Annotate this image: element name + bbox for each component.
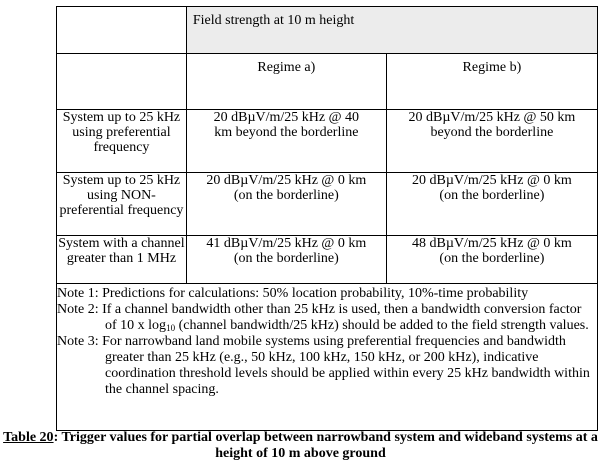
table-row: System with a channel greater than 1 MHz… bbox=[56, 235, 599, 284]
empty-corner-cell bbox=[56, 6, 187, 54]
regime-a-line2: (on the borderline) bbox=[233, 188, 339, 203]
table-row: System up to 25 kHz using NON-preferenti… bbox=[56, 172, 599, 236]
regime-a-cell: 20 dBµV/m/25 kHz @ 0 km (on the borderli… bbox=[185, 172, 387, 236]
trigger-values-table: Field strength at 10 m height Regime a) … bbox=[56, 6, 599, 431]
notes-row: Note 1: Predictions for calculations: 50… bbox=[56, 283, 598, 431]
system-cell: System up to 25 kHz using preferential f… bbox=[56, 109, 187, 173]
regime-b-line1: 20 dBµV/m/25 kHz @ 0 km bbox=[411, 173, 572, 188]
regime-b-header: Regime b) bbox=[385, 53, 599, 110]
system-cell: System with a channel greater than 1 MHz bbox=[56, 235, 187, 284]
system-cell: System up to 25 kHz using NON-preferenti… bbox=[56, 172, 187, 236]
regime-b-line1: 48 dBµV/m/25 kHz @ 0 km bbox=[411, 236, 572, 251]
regime-a-line1: 20 dBµV/m/25 kHz @ 0 km bbox=[206, 173, 367, 188]
note-2-subscript: 10 bbox=[166, 323, 176, 333]
note-2-part1: Note 2: If a channel bandwidth other tha… bbox=[57, 302, 582, 333]
regime-b-line1: 20 dBµV/m/25 kHz @ 50 km bbox=[408, 110, 576, 125]
regime-header-row: Regime a) Regime b) bbox=[56, 53, 599, 110]
table-row: System up to 25 kHz using preferential f… bbox=[56, 109, 599, 173]
regime-b-line2: (on the borderline) bbox=[439, 188, 545, 203]
regime-a-cell: 20 dBµV/m/25 kHz @ 40 km beyond the bord… bbox=[185, 109, 387, 173]
note-3: Note 3: For narrowband land mobile syste… bbox=[57, 334, 590, 397]
table-caption: Table 20: Trigger values for partial ove… bbox=[0, 430, 601, 462]
note-2: Note 2: If a channel bandwidth other tha… bbox=[57, 302, 593, 334]
notes-cell: Note 1: Predictions for calculations: 50… bbox=[56, 283, 598, 431]
field-strength-header: Field strength at 10 m height bbox=[185, 6, 599, 54]
regime-a-line1: 20 dBµV/m/25 kHz @ 40 bbox=[213, 110, 360, 125]
note-1: Note 1: Predictions for calculations: 50… bbox=[57, 286, 529, 301]
regime-a-header: Regime a) bbox=[185, 53, 387, 110]
regime-a-line1: 41 dBµV/m/25 kHz @ 0 km bbox=[206, 236, 367, 251]
regime-b-cell: 20 dBµV/m/25 kHz @ 50 km beyond the bord… bbox=[385, 109, 599, 173]
header-row: Field strength at 10 m height bbox=[56, 6, 599, 54]
regime-b-cell: 48 dBµV/m/25 kHz @ 0 km (on the borderli… bbox=[385, 235, 599, 284]
table-reference-link[interactable]: Table 20 bbox=[3, 430, 54, 445]
empty-regime-corner-cell bbox=[56, 53, 187, 110]
note-2-part2: (channel bandwidth/25 kHz) should be add… bbox=[175, 318, 589, 333]
regime-b-line2: (on the borderline) bbox=[439, 251, 545, 266]
caption-text: : Trigger values for partial overlap bet… bbox=[53, 430, 598, 461]
regime-a-line2: (on the borderline) bbox=[233, 251, 339, 266]
regime-a-line2: km beyond the borderline bbox=[214, 125, 359, 140]
regime-b-cell: 20 dBµV/m/25 kHz @ 0 km (on the borderli… bbox=[385, 172, 599, 236]
regime-b-line2: beyond the borderline bbox=[430, 125, 554, 140]
regime-a-cell: 41 dBµV/m/25 kHz @ 0 km (on the borderli… bbox=[185, 235, 387, 284]
